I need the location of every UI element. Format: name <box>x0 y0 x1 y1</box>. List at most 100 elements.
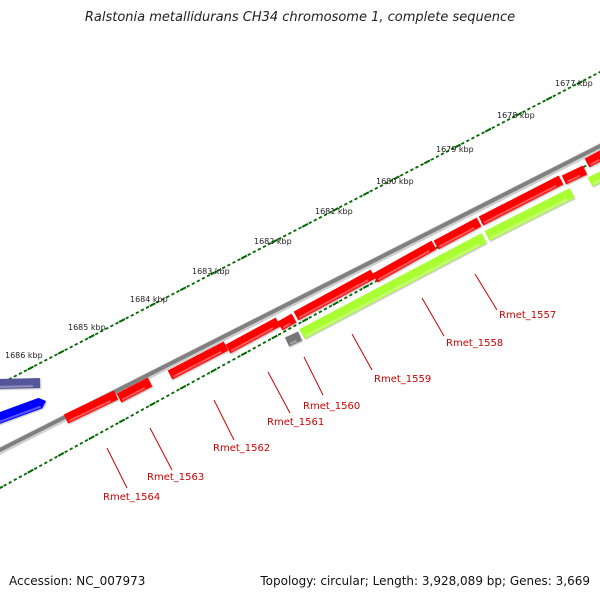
inner-tick <box>191 380 196 384</box>
gene-rmet-1557[interactable] <box>484 188 575 241</box>
gene-rmet-1561[interactable] <box>225 317 281 354</box>
inner-tick <box>186 382 190 387</box>
inner-tick <box>160 396 165 401</box>
gene-rmet-1562[interactable] <box>167 341 229 380</box>
inner-tick <box>171 391 175 395</box>
outer-tick <box>13 374 18 378</box>
inner-tick <box>3 483 7 487</box>
gene-rmet-1559[interactable] <box>299 233 487 339</box>
outer-tick <box>287 231 292 235</box>
inner-tick <box>8 480 13 484</box>
outer-tick <box>354 197 358 201</box>
inner-tick <box>140 408 145 412</box>
gene-rmet-1560[interactable] <box>277 313 297 331</box>
gene-label[interactable]: Rmet_1563 <box>147 472 204 483</box>
gene-rmet-1562-highlight <box>172 350 222 378</box>
gene-rmet-1560-highlight <box>282 322 291 329</box>
outer-tick <box>435 155 440 159</box>
gene-label[interactable]: Rmet_1562 <box>213 443 270 454</box>
outer-tick <box>237 258 241 262</box>
gene-rmet-1563[interactable] <box>116 377 153 403</box>
gene-label[interactable]: Rmet_1558 <box>446 338 503 349</box>
gene-red-edge[interactable] <box>561 165 588 185</box>
scale-label: 1679 kbp <box>436 145 474 154</box>
inner-tick <box>257 343 262 347</box>
gene-red-mid[interactable] <box>293 269 376 321</box>
inner-tick <box>155 399 160 403</box>
outer-tick <box>430 157 435 161</box>
gene-red-upper-3[interactable] <box>478 175 564 226</box>
outer-tick <box>359 194 363 198</box>
scale-label: 1686 kbp <box>5 351 43 360</box>
gene-label[interactable]: Rmet_1561 <box>267 417 324 428</box>
callout-line <box>149 427 173 471</box>
outer-tick <box>562 88 567 93</box>
outer-tick <box>262 244 267 249</box>
inner-tick <box>118 418 126 424</box>
inner-tick <box>79 441 84 445</box>
callout-line <box>213 399 235 441</box>
gene-rmet-1561-highlight <box>230 327 274 352</box>
outer-tick <box>155 300 160 304</box>
inner-tick <box>43 461 48 465</box>
outer-tick <box>420 163 424 167</box>
outer-tick <box>210 270 217 276</box>
outer-tick <box>501 120 506 124</box>
outer-tick <box>176 289 180 293</box>
outer-tick <box>587 75 592 79</box>
gene-purple[interactable] <box>0 378 41 389</box>
gene-blue[interactable] <box>0 397 46 425</box>
inner-tick <box>226 360 231 364</box>
gene-label[interactable]: Rmet_1557 <box>499 310 556 321</box>
inner-tick <box>49 458 53 462</box>
gene-red-edge-2[interactable] <box>584 150 600 168</box>
outer-tick <box>221 266 226 270</box>
outer-tick <box>145 305 150 309</box>
gene-red-edge-highlight <box>566 174 581 183</box>
outer-tick <box>69 345 74 349</box>
outer-tick <box>374 186 379 190</box>
outer-tick <box>349 200 353 204</box>
callout-line <box>267 371 291 414</box>
inner-tick <box>359 287 363 292</box>
outer-tick <box>104 326 109 331</box>
scale-label: 1685 kbp <box>68 323 106 332</box>
gene-rmet-1564[interactable] <box>63 390 119 424</box>
inner-tick <box>125 416 129 420</box>
outer-tick <box>88 334 95 339</box>
inner-tick <box>362 284 370 290</box>
outer-tick <box>332 207 339 212</box>
scale-label: 1684 kbp <box>130 295 168 304</box>
outer-tick <box>491 125 496 130</box>
outer-tick <box>415 165 419 169</box>
gene-label[interactable]: Rmet_1564 <box>103 492 160 503</box>
gene-red-upper-2[interactable] <box>433 217 482 250</box>
gene-green-edge[interactable] <box>587 171 600 187</box>
inner-tick <box>196 377 201 381</box>
inner-tick <box>308 315 313 319</box>
gene-label[interactable]: Rmet_1560 <box>303 401 360 412</box>
outer-tick <box>125 316 129 320</box>
gene-green-edge-highlight <box>592 179 600 185</box>
gene-gray[interactable] <box>284 331 303 347</box>
callout-line <box>106 447 128 489</box>
outer-tick <box>393 175 400 181</box>
gene-blue-highlight <box>0 405 41 423</box>
gene-red-upper[interactable] <box>372 240 437 283</box>
outer-tick <box>23 369 28 373</box>
inner-tick <box>343 296 348 300</box>
scale-label: 1681 kbp <box>315 207 353 216</box>
inner-tick <box>349 293 353 297</box>
outer-tick <box>267 242 272 246</box>
inner-tick <box>210 368 217 373</box>
outer-tick <box>232 260 236 264</box>
outer-tick <box>476 133 480 137</box>
outer-tick <box>389 178 394 182</box>
outer-tick <box>54 353 58 357</box>
inner-tick <box>201 374 206 378</box>
outer-tick <box>450 147 455 151</box>
outer-tick <box>423 159 431 165</box>
accession-label: Accession: NC_007973 <box>9 574 146 588</box>
gene-label[interactable]: Rmet_1559 <box>374 374 431 385</box>
scale-label: 1683 kbp <box>192 267 230 276</box>
